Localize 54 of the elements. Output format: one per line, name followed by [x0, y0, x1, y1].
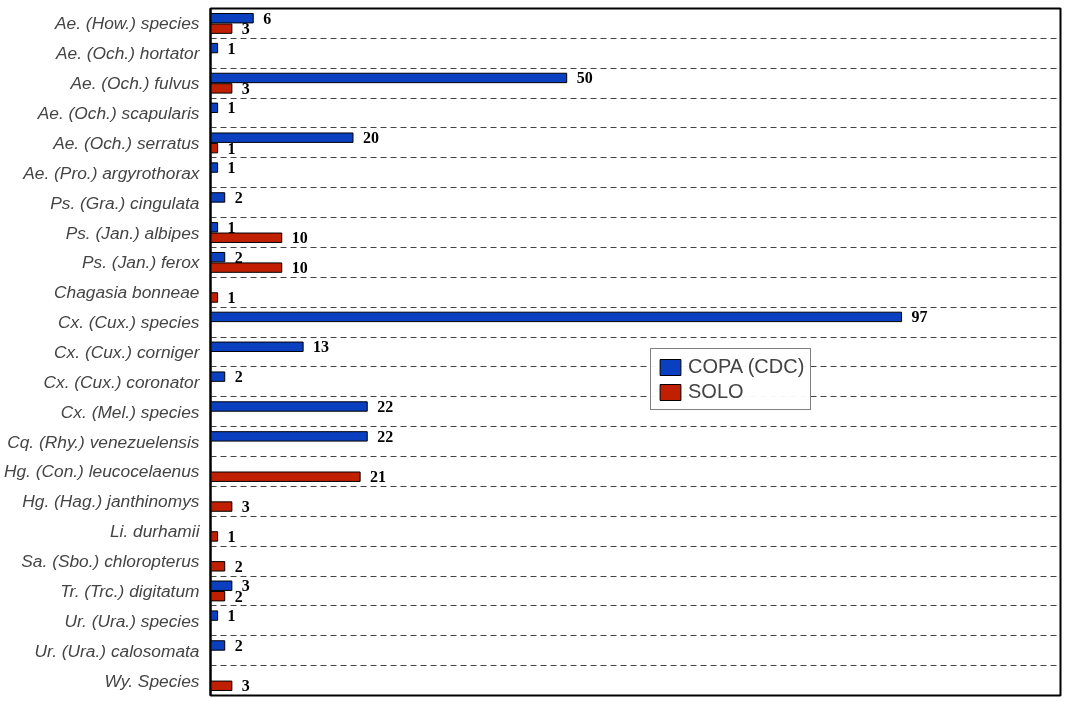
y-tick-label: Cx. (Cux.) species	[57, 312, 200, 333]
data-label: 2	[234, 188, 243, 206]
data-label: 3	[241, 498, 250, 516]
data-label: 21	[370, 468, 387, 486]
data-label: 1	[227, 139, 236, 157]
y-tick-label: Ae. (How.) species	[54, 13, 200, 34]
data-label: 1	[227, 288, 236, 306]
data-label: 3	[241, 20, 250, 38]
data-label: 1	[227, 159, 236, 177]
y-tick-label: Chagasia bonneae	[54, 282, 200, 303]
y-tick-label: Ps. (Jan.) ferox	[82, 252, 201, 273]
y-tick-label: Ae. (Och.) fulvus	[69, 73, 200, 94]
data-label: 2	[234, 587, 243, 605]
data-label: 13	[313, 338, 330, 356]
y-tick-label: Ur. (Ura.) species	[64, 610, 200, 631]
data-label: 1	[227, 607, 236, 625]
data-label: 50	[576, 69, 593, 87]
y-tick-label: Hg. (Hag.) janthinomys	[22, 491, 200, 512]
data-label: 10	[291, 259, 308, 277]
data-label: 3	[241, 677, 250, 695]
y-tick-label: Cx. (Mel.) species	[60, 401, 200, 422]
y-tick-label: Li. durhamii	[109, 521, 201, 542]
data-label: 3	[241, 577, 250, 595]
y-tick-label: Sa. (Sbo.) chloropterus	[21, 551, 200, 572]
y-tick-label: Ps. (Jan.) albipes	[65, 222, 200, 243]
y-tick-label: Ae. (Och.) serratus	[52, 132, 200, 153]
y-tick-label: Cq. (Rhy.) venezuelensis	[7, 431, 200, 452]
y-tick-label: Ae. (Pro.) argyrothorax	[22, 162, 201, 183]
legend-label: SOLO	[688, 380, 744, 403]
data-label: 1	[227, 39, 236, 57]
data-label: 6	[263, 9, 272, 27]
data-label: 10	[291, 229, 308, 247]
legend-label: COPA (CDC)	[688, 355, 805, 378]
data-label: 20	[362, 129, 379, 147]
data-label: 97	[911, 308, 928, 326]
data-label: 22	[377, 427, 394, 445]
data-label: 2	[234, 557, 243, 575]
y-tick-label: Hg. (Con.) leucocelaenus	[3, 461, 200, 482]
y-tick-label: Tr. (Trc.) digitatum	[60, 580, 200, 601]
y-tick-label: Cx. (Cux.) corniger	[54, 342, 201, 362]
data-label: 3	[241, 79, 250, 97]
y-tick-label: Wy. Species	[104, 670, 200, 691]
data-label: 1	[227, 99, 236, 117]
y-tick-label: Ae. (Och.) scapularis	[36, 103, 200, 124]
y-tick-label: Ps. (Gra.) cingulata	[50, 192, 200, 213]
y-tick-label: Cx. (Cux.) coronator	[43, 371, 201, 392]
y-tick-label: Ae. (Och.) hortator	[55, 43, 201, 64]
data-label: 2	[234, 248, 243, 266]
data-label: 1	[227, 527, 236, 545]
data-label: 2	[234, 636, 243, 654]
data-label: 1	[227, 218, 236, 236]
y-tick-label: Ur. (Ura.) calosomata	[34, 640, 200, 661]
data-label: 2	[234, 368, 243, 386]
data-label: 22	[377, 398, 394, 416]
